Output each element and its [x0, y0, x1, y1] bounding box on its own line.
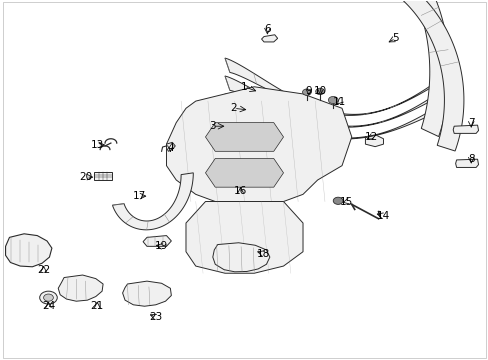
Polygon shape: [205, 123, 283, 151]
Text: 7: 7: [467, 118, 473, 128]
Polygon shape: [205, 158, 283, 187]
Text: 13: 13: [90, 140, 103, 150]
Text: 9: 9: [305, 86, 311, 96]
Text: 1: 1: [241, 82, 247, 92]
Text: 18: 18: [256, 248, 269, 258]
Text: 10: 10: [313, 86, 326, 96]
Text: 4: 4: [167, 143, 173, 153]
Text: 5: 5: [391, 33, 398, 43]
Circle shape: [332, 197, 342, 204]
Text: 8: 8: [467, 154, 473, 164]
Polygon shape: [224, 58, 453, 116]
Text: 17: 17: [133, 191, 146, 201]
Text: 3: 3: [209, 121, 216, 131]
Text: 15: 15: [340, 197, 353, 207]
Polygon shape: [365, 135, 383, 147]
Polygon shape: [122, 281, 171, 306]
Polygon shape: [339, 0, 463, 151]
Polygon shape: [112, 173, 193, 230]
Circle shape: [328, 96, 337, 104]
Circle shape: [315, 88, 324, 95]
Text: 2: 2: [230, 103, 237, 113]
Polygon shape: [261, 35, 277, 42]
Polygon shape: [212, 243, 269, 272]
Text: 19: 19: [155, 241, 168, 251]
Polygon shape: [224, 76, 448, 127]
Text: 14: 14: [376, 211, 389, 221]
Polygon shape: [166, 87, 351, 202]
Polygon shape: [185, 202, 303, 273]
Polygon shape: [452, 125, 478, 134]
Text: 22: 22: [37, 265, 50, 275]
Polygon shape: [224, 94, 444, 139]
Polygon shape: [5, 234, 52, 267]
Text: 11: 11: [332, 97, 346, 107]
Polygon shape: [94, 172, 112, 180]
Text: 20: 20: [80, 172, 92, 182]
Polygon shape: [166, 142, 175, 151]
Polygon shape: [336, 0, 448, 136]
Circle shape: [302, 89, 311, 95]
Circle shape: [43, 294, 53, 301]
Polygon shape: [58, 275, 103, 301]
Text: 16: 16: [233, 186, 247, 197]
Circle shape: [40, 291, 57, 304]
Text: 6: 6: [264, 24, 270, 35]
Text: 24: 24: [42, 301, 55, 311]
Text: 21: 21: [90, 301, 103, 311]
Text: 23: 23: [149, 312, 162, 322]
Polygon shape: [455, 159, 478, 167]
Polygon shape: [143, 235, 171, 246]
Text: 12: 12: [364, 132, 377, 142]
